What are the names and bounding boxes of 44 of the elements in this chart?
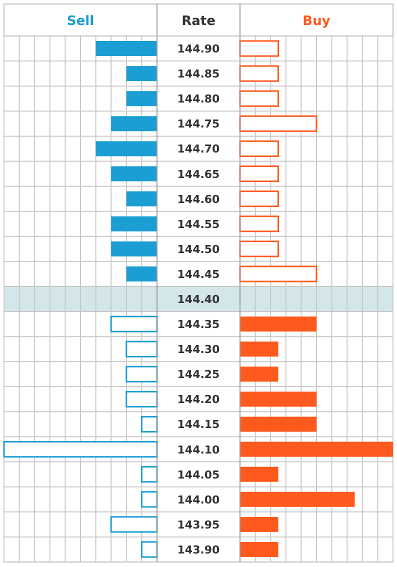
bar <box>240 416 316 432</box>
bar <box>240 492 355 507</box>
bar <box>239 190 279 208</box>
bar <box>239 266 318 282</box>
y-tick-label: 144.60 <box>177 192 220 206</box>
bar <box>239 165 279 182</box>
bar <box>240 516 278 532</box>
bar <box>239 240 279 258</box>
bar <box>240 316 316 332</box>
y-tick-label: 144.05 <box>177 468 220 482</box>
bar <box>239 40 279 57</box>
y-tick-label: 143.95 <box>177 518 220 532</box>
y-tick-label: 144.10 <box>177 443 220 456</box>
bar <box>240 442 393 457</box>
y-tick-label: 144.45 <box>177 268 220 281</box>
y-tick-label: 144.75 <box>177 118 220 131</box>
bar <box>239 140 279 157</box>
bar <box>240 342 278 357</box>
bar <box>240 542 278 557</box>
y-tick-label: 144.90 <box>177 42 220 56</box>
series-label: Sell <box>66 14 94 29</box>
bar <box>239 90 279 107</box>
y-tick-label: 144.85 <box>177 68 220 81</box>
text: Buy <box>302 14 331 29</box>
bar <box>239 65 279 82</box>
bar <box>240 392 316 407</box>
y-tick-label: 144.80 <box>177 92 220 106</box>
y-tick-label: 144.55 <box>177 218 220 231</box>
y-tick-label: 144.00 <box>177 493 220 506</box>
y-tick-label: 144.20 <box>177 393 220 406</box>
bar <box>240 366 278 382</box>
y-tick-label: 144.40 <box>177 293 220 306</box>
y-tick-label: 144.35 <box>177 318 220 332</box>
y-tick-label: 144.50 <box>177 242 220 256</box>
bar <box>239 216 279 232</box>
y-tick-label: 144.30 <box>177 343 220 356</box>
y-tick-label: 144.65 <box>177 168 220 181</box>
bar <box>240 466 278 482</box>
y-tick-label: 144.70 <box>177 142 220 156</box>
y-tick-label: 143.90 <box>177 543 220 556</box>
bar <box>239 115 318 132</box>
y-tick-label: 144.15 <box>177 418 220 432</box>
y-tick-label: 144.25 <box>177 368 220 382</box>
y-axis-title: Rate <box>182 14 216 29</box>
